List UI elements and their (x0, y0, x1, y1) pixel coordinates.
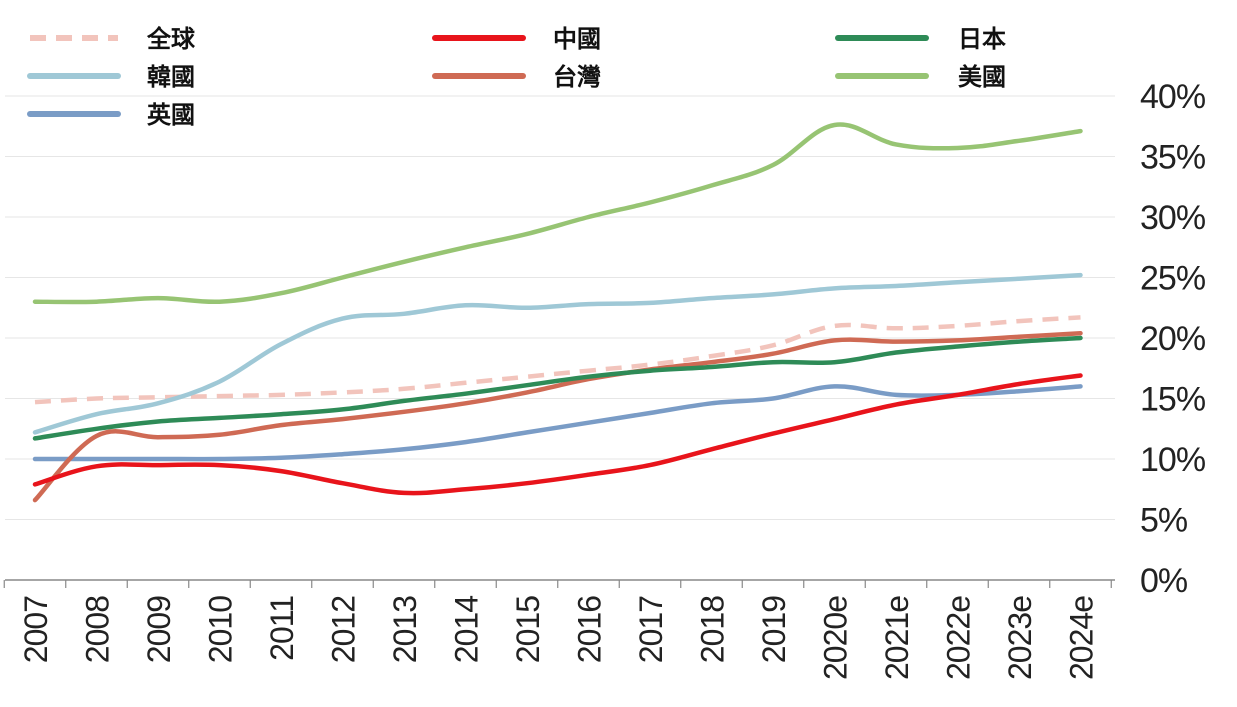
x-tick-label: 2018 (695, 596, 731, 663)
x-tick-label: 2014 (449, 596, 485, 663)
y-tick-label: 15% (1140, 381, 1206, 419)
legend-label: 美國 (958, 63, 1006, 91)
x-tick-label: 2007 (18, 596, 54, 663)
x-tick-label: 2015 (510, 596, 546, 663)
y-tick-label: 20% (1140, 320, 1206, 358)
x-tick-label: 2016 (572, 596, 608, 663)
x-axis-tick-labels: 2007 2008 2009 2010 2011 2012 2013 2014 2015 2016… (18, 596, 1100, 680)
legend-label: 日本 (958, 25, 1006, 53)
legend-item: 台灣 (432, 63, 601, 91)
legend-item: 英國 (27, 101, 195, 129)
x-tick-label: 2023e (1002, 596, 1038, 680)
series-line-台灣 (32, 330, 1083, 503)
x-tick-label: 2009 (141, 596, 177, 663)
y-tick-label: 10% (1140, 441, 1206, 479)
x-tick-label: 2019 (756, 596, 792, 663)
x-tick-label: 2013 (387, 596, 423, 663)
y-tick-label: 5% (1140, 502, 1188, 540)
y-axis-tick-labels: 0% 5% 10% 15% 20% 25% 30% 35% 40% (1140, 78, 1207, 600)
x-tick-label: 2008 (80, 596, 116, 663)
y-tick-label: 0% (1140, 562, 1188, 600)
series-line-韓國 (32, 272, 1083, 435)
series-lines (32, 122, 1083, 503)
x-tick-label: 2012 (326, 596, 362, 663)
legend-item: 韓國 (27, 63, 195, 91)
x-tick-label: 2010 (203, 596, 239, 663)
legend-label: 中國 (553, 25, 601, 53)
legend-item: 中國 (432, 25, 601, 53)
y-tick-label: 25% (1140, 260, 1206, 298)
series-line-美國 (32, 122, 1083, 305)
x-tick-label: 2011 (264, 596, 300, 661)
legend-item: 美國 (835, 63, 1006, 91)
series-line-日本 (32, 335, 1083, 441)
y-tick-label: 30% (1140, 199, 1206, 237)
x-tick-label: 2024e (1064, 596, 1100, 680)
legend-item: 日本 (835, 25, 1006, 53)
legend-label: 全球 (146, 25, 196, 53)
legend-item: 全球 (30, 25, 196, 53)
y-tick-label: 35% (1140, 139, 1206, 177)
legend-label: 台灣 (553, 63, 601, 91)
x-tick-label: 2021e (879, 596, 915, 680)
series-line-英國 (32, 384, 1083, 462)
x-tick-label: 2017 (633, 596, 669, 663)
series-line-全球 (34, 315, 1081, 405)
x-axis (3, 579, 1115, 588)
legend-label: 英國 (147, 101, 195, 129)
x-tick-label: 2022e (941, 596, 977, 680)
x-tick-label: 2020e (818, 596, 854, 680)
y-tick-label: 40% (1140, 78, 1206, 116)
legend-label: 韓國 (147, 63, 195, 91)
series-line-中國 (32, 373, 1083, 496)
